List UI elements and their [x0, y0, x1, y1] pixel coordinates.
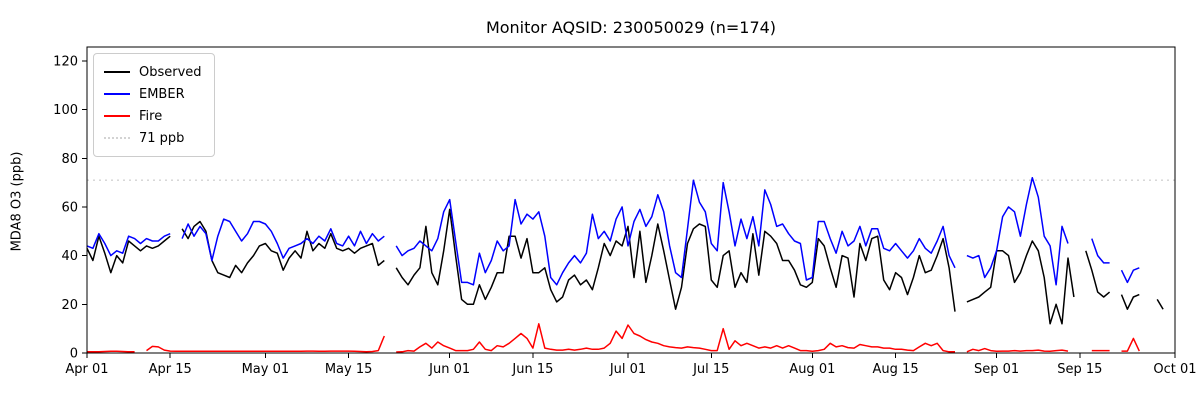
legend-label: Observed — [139, 64, 202, 80]
y-tick-label: 0 — [70, 347, 78, 362]
ember-line — [86, 176, 1140, 286]
legend-swatch — [104, 71, 130, 73]
legend-swatch — [104, 137, 130, 139]
y-axis-label: MDA8 O3 (ppb) — [9, 151, 25, 252]
axes-box — [86, 46, 1176, 354]
fire-line — [87, 323, 1140, 353]
y-tick-label: 80 — [61, 152, 78, 167]
x-tick-label: Jun 15 — [511, 362, 553, 377]
x-tick-label: Jun 01 — [428, 362, 470, 377]
y-tick-label: 60 — [61, 200, 78, 215]
legend-item-fire: Fire — [104, 105, 202, 127]
legend-label: EMBER — [139, 86, 185, 102]
y-tick-label: 20 — [61, 298, 78, 313]
legend-item-ember: EMBER — [104, 83, 202, 105]
legend-item-observed: Observed — [104, 61, 202, 83]
legend-swatch — [104, 115, 130, 117]
y-tick-label: 120 — [53, 54, 78, 69]
y-tick-label: 40 — [61, 249, 78, 264]
x-tick-label: Aug 01 — [789, 362, 835, 377]
x-tick-label: Sep 01 — [974, 362, 1019, 377]
x-tick-label: Aug 15 — [873, 362, 919, 377]
x-tick-label: May 15 — [325, 362, 373, 377]
x-tick-label: Apr 01 — [65, 362, 108, 377]
legend: Observed EMBER Fire 71 ppb — [93, 53, 215, 157]
legend-label: 71 ppb — [139, 130, 185, 146]
legend-item-71-ppb: 71 ppb — [104, 127, 202, 149]
legend-swatch — [104, 93, 130, 95]
chart-title: Monitor AQSID: 230050029 (n=174) — [485, 18, 777, 37]
x-tick-label: Sep 15 — [1057, 362, 1102, 377]
x-tick-label: May 01 — [242, 362, 290, 377]
observed-line — [86, 208, 1164, 325]
y-tick-label: 100 — [53, 103, 78, 118]
legend-label: Fire — [139, 108, 163, 124]
x-tick-label: Oct 01 — [1153, 362, 1196, 377]
x-tick-label: Apr 15 — [149, 362, 192, 377]
x-tick-label: Jul 01 — [609, 362, 646, 377]
x-tick-label: Jul 15 — [692, 362, 729, 377]
